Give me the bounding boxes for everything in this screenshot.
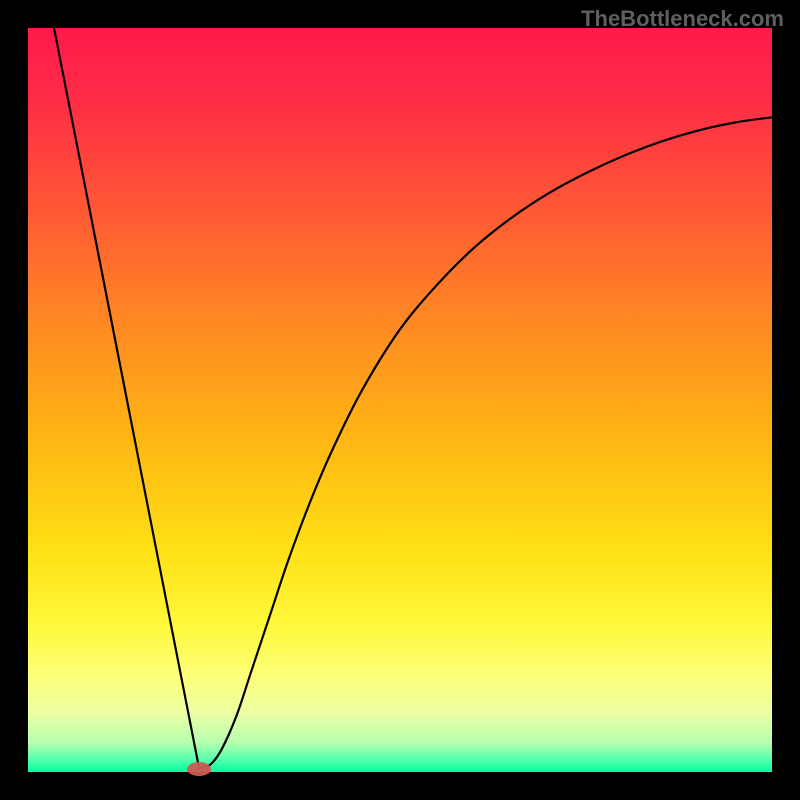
watermark-text: TheBottleneck.com (581, 6, 784, 32)
bottleneck-chart (0, 0, 800, 800)
chart-container: TheBottleneck.com (0, 0, 800, 800)
optimal-point-marker (187, 762, 211, 776)
plot-background-gradient (28, 28, 772, 772)
